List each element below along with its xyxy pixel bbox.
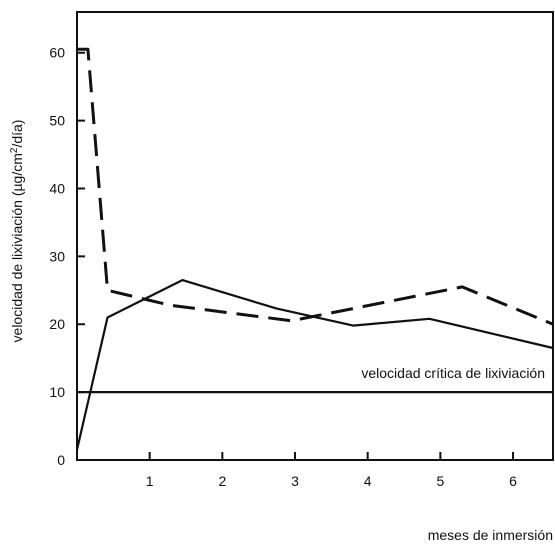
x-tick-label: 3: [291, 473, 299, 489]
critical-rate-label: velocidad crítica de lixiviación: [361, 365, 545, 381]
plot-frame: [76, 11, 554, 461]
x-tick-label: 2: [218, 473, 226, 489]
y-axis-label-main: velocidad de lixiviación (µg/cm: [9, 153, 25, 342]
series-layer: [75, 47, 554, 451]
x-tick-label: 1: [146, 473, 154, 489]
y-tick-label: 40: [49, 180, 65, 196]
y-tick-label: 30: [49, 248, 65, 264]
y-axis-ticks: 0 10 20 30 40 50 60: [49, 45, 85, 468]
y-tick-label: 20: [49, 316, 65, 332]
solid-series-line: [75, 279, 554, 451]
y-tick-label: 60: [49, 45, 65, 61]
y-axis-label-suffix: /día): [9, 120, 25, 148]
y-tick-label: 10: [49, 384, 65, 400]
x-axis-label: meses de inmersión: [428, 527, 553, 543]
y-axis-label-superscript: 2: [9, 147, 20, 153]
x-axis-ticks: 1 2 3 4 5 6: [146, 452, 517, 489]
y-tick-label: 50: [49, 113, 65, 129]
dashed-series-line: [77, 47, 554, 326]
x-tick-label: 4: [364, 473, 372, 489]
y-tick-label: 0: [57, 452, 65, 468]
y-axis-label: velocidad de lixiviación (µg/cm2/día): [9, 120, 26, 343]
x-tick-label: 6: [509, 473, 517, 489]
x-tick-label: 5: [436, 473, 444, 489]
